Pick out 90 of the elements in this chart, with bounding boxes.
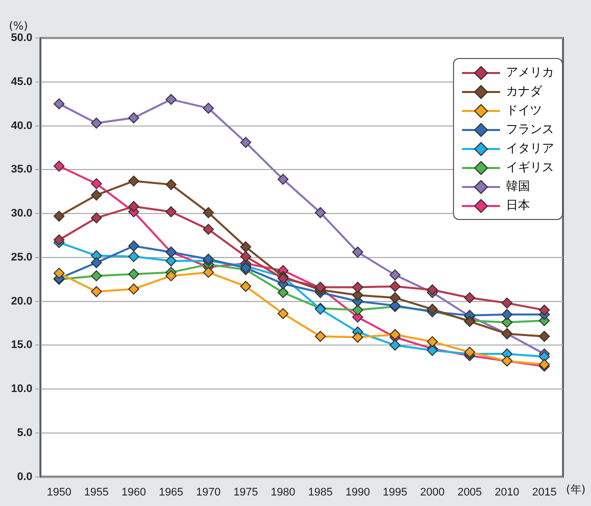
point [278,308,289,320]
point [202,266,214,278]
x-axis-title: (年) [566,483,586,496]
point [352,290,364,301]
point [240,280,252,292]
x-tick-label: 1995 [382,486,408,498]
y-tick-label: 20.0 [10,295,32,308]
x-tick-label: 2010 [494,486,520,498]
point [166,179,177,190]
point [128,268,140,280]
legend-label: 日本 [506,197,530,214]
point [314,207,326,218]
x-tick-label: 1985 [308,486,333,498]
point [352,246,364,258]
x-tick-label: 1960 [121,486,146,498]
point [464,292,476,304]
point [538,330,550,342]
x-tick-label: 2015 [532,486,557,498]
legend-label: イギリス [506,159,554,176]
point [390,280,401,292]
y-tick-label: 25.0 [10,251,32,264]
point [240,136,252,148]
point [166,94,177,105]
point [90,270,102,282]
point [426,284,438,296]
legend-label: 韓国 [506,178,530,195]
y-tick-label: 35.0 [10,164,32,176]
point [90,118,102,129]
point [54,160,65,172]
legend-label: アメリカ [506,64,554,81]
point [54,268,65,279]
point [128,251,140,262]
point [390,340,401,351]
legend-label: ドイツ [506,102,542,119]
y-tick-label: 40.0 [10,120,32,132]
point [90,257,102,268]
point [128,201,140,212]
point [128,240,140,252]
y-tick-label: 0.0 [17,470,32,483]
y-tick-label: 10.0 [10,383,32,396]
point [128,112,140,124]
point [426,336,438,348]
legend-label: カナダ [506,83,542,100]
y-tick-label: 50.0 [10,32,32,44]
x-tick-label: 2000 [420,486,445,498]
y-tick-label: 45.0 [10,76,32,88]
point [54,210,65,222]
x-tick-label: 1950 [46,486,72,498]
point [166,206,177,218]
point [90,212,102,224]
point [202,102,214,114]
point [390,329,401,340]
point [390,269,401,280]
x-tick-label: 1975 [233,486,258,498]
x-tick-label: 2005 [457,486,482,498]
x-tick-label: 1965 [158,486,184,498]
x-tick-label: 1990 [345,486,370,498]
point [128,283,140,294]
point [278,174,289,185]
point [166,270,177,282]
x-tick-label: 1955 [84,486,109,498]
point [390,292,401,304]
point [352,332,364,343]
legend-label: フランス [506,121,554,138]
point [278,287,289,298]
point [240,251,252,262]
point [538,304,550,316]
point [90,190,102,201]
y-tick-label: 5.0 [17,426,32,439]
y-tick-label: 15.0 [10,339,32,352]
point [202,207,214,218]
x-tick-label: 1980 [270,486,296,498]
point [202,224,214,235]
point [352,282,364,293]
y-tick-label: 30.0 [10,208,32,220]
y-axis-title: (%) [8,19,28,32]
point [166,255,177,266]
point [502,298,513,309]
point [240,241,252,252]
point [90,178,102,190]
point [352,304,364,316]
point [502,316,513,328]
legend-label: イタリア [506,140,554,157]
point [502,308,513,320]
point [90,286,102,298]
point [314,330,326,342]
point [54,234,65,246]
x-tick-label: 1970 [196,486,221,498]
point [128,176,140,187]
point [54,98,65,110]
